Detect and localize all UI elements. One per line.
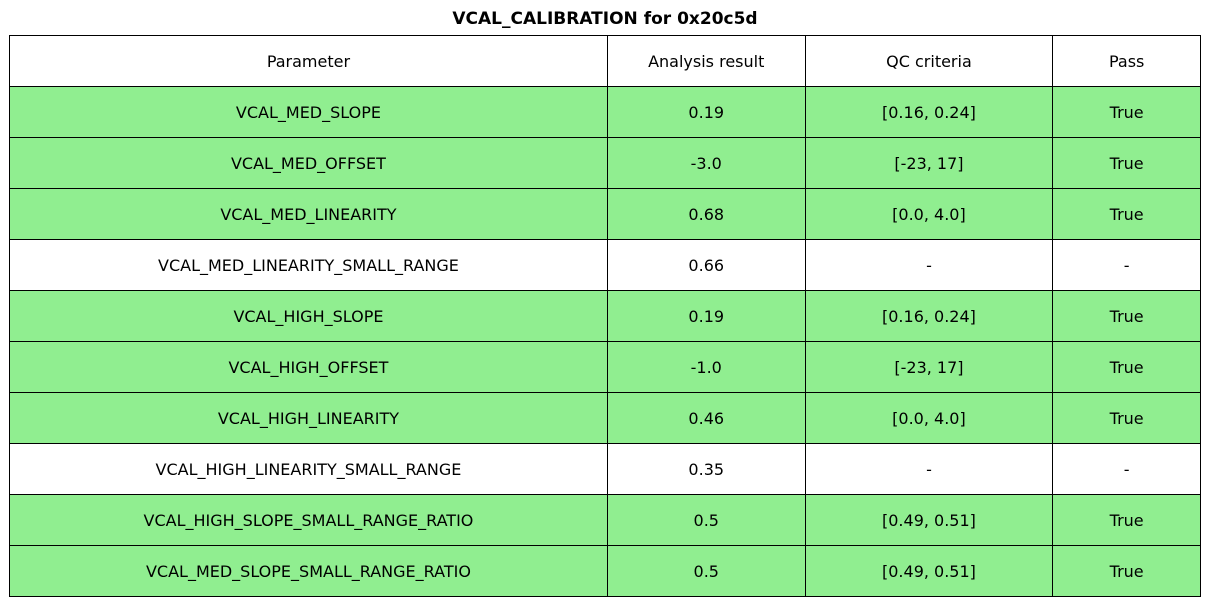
table-row: VCAL_HIGH_SLOPE_SMALL_RANGE_RATIO 0.5 [0.4… [9, 494, 1201, 546]
column-header-analysis-result: Analysis result [606, 35, 806, 87]
cell-parameter: VCAL_HIGH_SLOPE [9, 290, 608, 342]
cell-analysis-result: 0.66 [606, 239, 806, 291]
table-row: VCAL_MED_SLOPE_SMALL_RANGE_RATIO 0.5 [0.49… [9, 545, 1201, 597]
column-header-parameter: Parameter [9, 35, 608, 87]
cell-qc-criteria: [-23, 17] [804, 137, 1054, 189]
cell-pass: True [1052, 392, 1201, 444]
table-row: VCAL_MED_LINEARITY_SMALL_RANGE 0.66- - [9, 239, 1201, 291]
cell-analysis-result: -3.0 [606, 137, 806, 189]
qc-table: Parameter Analysis result QC criteria Pa… [9, 35, 1201, 597]
table-row: VCAL_HIGH_OFFSET -1.0 [-23, 17] True [9, 341, 1201, 393]
table-row: VCAL_HIGH_SLOPE 0.19 [0.16, 0.24] True [9, 290, 1201, 342]
cell-qc-criteria: [0.0, 4.0] [804, 188, 1054, 240]
cell-analysis-result: 0.5 [606, 545, 806, 597]
cell-pass: True [1052, 494, 1201, 546]
cell-analysis-result: -1.0 [606, 341, 806, 393]
column-header-qc-criteria: QC criteria [804, 35, 1054, 87]
cell-pass: True [1052, 290, 1201, 342]
header-row: Parameter Analysis result QC criteria Pa… [9, 35, 1201, 87]
cell-qc-criteria: [0.49, 0.51] [804, 545, 1054, 597]
table-row: VCAL_MED_OFFSET -3.0 [-23, 17] True [9, 137, 1201, 189]
cell-qc-criteria: [0.0, 4.0] [804, 392, 1054, 444]
cell-qc-criteria: [0.49, 0.51] [804, 494, 1054, 546]
cell-parameter: VCAL_MED_SLOPE [9, 86, 608, 138]
cell-pass: True [1052, 545, 1201, 597]
table-row: VCAL_HIGH_LINEARITY_SMALL_RANGE 0.35- - [9, 443, 1201, 495]
cell-analysis-result: 0.46 [606, 392, 806, 444]
cell-analysis-result: 0.19 [606, 290, 806, 342]
cell-analysis-result: 0.19 [606, 86, 806, 138]
cell-analysis-result: 0.5 [606, 494, 806, 546]
cell-parameter: VCAL_MED_SLOPE_SMALL_RANGE_RATIO [9, 545, 608, 597]
cell-pass: True [1052, 188, 1201, 240]
cell-pass: True [1052, 137, 1201, 189]
cell-parameter: VCAL_MED_LINEARITY_SMALL_RANGE [9, 239, 608, 291]
cell-qc-criteria: [-23, 17] [804, 341, 1054, 393]
cell-parameter: VCAL_MED_OFFSET [9, 137, 608, 189]
cell-pass: - [1052, 443, 1201, 495]
cell-parameter: VCAL_HIGH_LINEARITY [9, 392, 608, 444]
cell-analysis-result: 0.68 [606, 188, 806, 240]
cell-qc-criteria: [0.16, 0.24] [804, 290, 1054, 342]
table-row: VCAL_MED_SLOPE 0.19 [0.16, 0.24] True [9, 86, 1201, 138]
cell-qc-criteria: - [804, 239, 1054, 291]
cell-parameter: VCAL_HIGH_OFFSET [9, 341, 608, 393]
cell-pass: - [1052, 239, 1201, 291]
cell-qc-criteria: - [804, 443, 1054, 495]
table-row: VCAL_HIGH_LINEARITY 0.46 [0.0, 4.0] True [9, 392, 1201, 444]
table-row: VCAL_MED_LINEARITY 0.68 [0.0, 4.0] True [9, 188, 1201, 240]
table-body: VCAL_MED_SLOPE 0.19 [0.16, 0.24] True VCAL_M… [9, 86, 1201, 597]
column-header-pass: Pass [1052, 35, 1201, 87]
cell-qc-criteria: [0.16, 0.24] [804, 86, 1054, 138]
cell-pass: True [1052, 86, 1201, 138]
cell-parameter: VCAL_HIGH_LINEARITY_SMALL_RANGE [9, 443, 608, 495]
cell-parameter: VCAL_HIGH_SLOPE_SMALL_RANGE_RATIO [9, 494, 608, 546]
cell-pass: True [1052, 341, 1201, 393]
cell-analysis-result: 0.35 [606, 443, 806, 495]
figure-title: VCAL_CALIBRATION for 0x20c5d [452, 9, 758, 29]
cell-parameter: VCAL_MED_LINEARITY [9, 188, 608, 240]
